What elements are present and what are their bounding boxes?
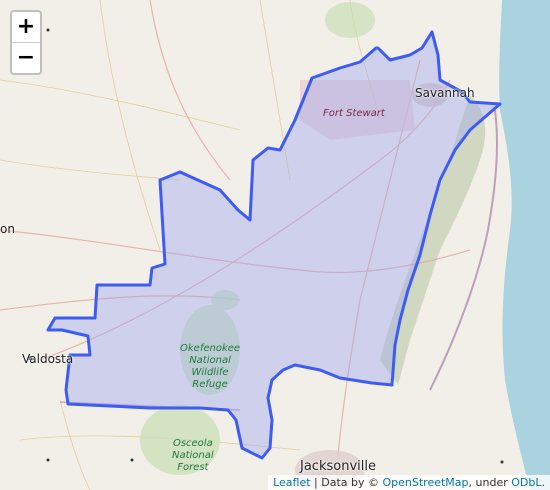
fort-stewart-area bbox=[300, 80, 415, 140]
savannah-label: Savannah bbox=[415, 86, 475, 100]
green-areas bbox=[140, 2, 375, 475]
town-marker bbox=[130, 458, 134, 462]
region-polygon bbox=[46, 30, 502, 460]
zoom-in-button[interactable]: + bbox=[12, 12, 40, 43]
osceola-label: Osceola National Forest bbox=[172, 438, 214, 473]
zoom-out-button[interactable]: − bbox=[16, 45, 36, 70]
town-marker bbox=[46, 28, 50, 32]
fort-stewart-label: Fort Stewart bbox=[323, 108, 385, 119]
ocean bbox=[499, 0, 550, 490]
jacksonville-label: Jacksonville bbox=[300, 459, 376, 474]
okefenokee-label: Okefenokee National Wildlife Refuge bbox=[180, 343, 241, 390]
state-line bbox=[429, 109, 498, 391]
valdosta-label: Valdosta bbox=[22, 352, 74, 366]
edge-town-label: on bbox=[0, 222, 15, 236]
coast-marsh bbox=[380, 95, 486, 385]
attribution-sep2: , under bbox=[468, 476, 512, 489]
town-marker bbox=[46, 458, 50, 462]
town-marker bbox=[28, 356, 32, 360]
odbl-link[interactable]: ODbL bbox=[511, 476, 542, 489]
zoom-control: + − bbox=[10, 10, 42, 75]
osm-link[interactable]: OpenStreetMap bbox=[382, 476, 469, 489]
attribution-bar: Leaflet | Data by © OpenStreetMap, under… bbox=[268, 475, 550, 490]
savannah-urban bbox=[412, 83, 448, 107]
attribution-end: . bbox=[541, 476, 546, 489]
leaflet-link[interactable]: Leaflet bbox=[273, 476, 311, 489]
town-marker bbox=[500, 460, 504, 464]
attribution-sep1: | Data by © bbox=[310, 476, 383, 489]
